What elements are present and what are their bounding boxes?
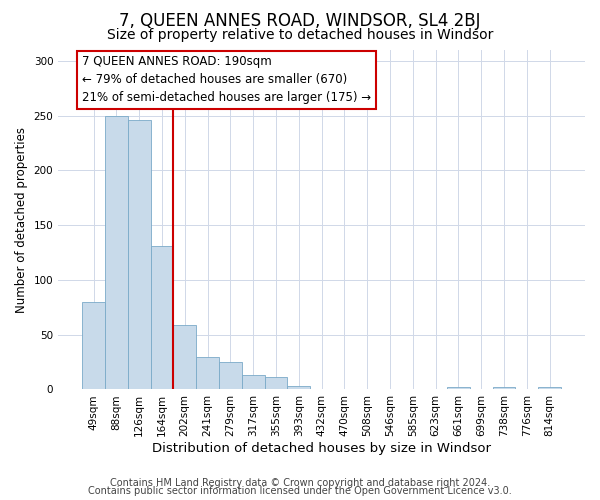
Text: Size of property relative to detached houses in Windsor: Size of property relative to detached ho… — [107, 28, 493, 42]
Bar — [242, 375, 265, 390]
Bar — [219, 362, 242, 390]
Bar — [493, 388, 515, 390]
Bar — [265, 378, 287, 390]
Bar — [105, 116, 128, 390]
Bar — [173, 325, 196, 390]
Bar — [287, 386, 310, 390]
Bar — [151, 246, 173, 390]
Text: 7 QUEEN ANNES ROAD: 190sqm
← 79% of detached houses are smaller (670)
21% of sem: 7 QUEEN ANNES ROAD: 190sqm ← 79% of deta… — [82, 56, 371, 104]
Y-axis label: Number of detached properties: Number of detached properties — [15, 126, 28, 312]
Bar — [128, 120, 151, 390]
Bar — [447, 388, 470, 390]
Text: 7, QUEEN ANNES ROAD, WINDSOR, SL4 2BJ: 7, QUEEN ANNES ROAD, WINDSOR, SL4 2BJ — [119, 12, 481, 30]
Bar — [538, 388, 561, 390]
Text: Contains public sector information licensed under the Open Government Licence v3: Contains public sector information licen… — [88, 486, 512, 496]
Text: Contains HM Land Registry data © Crown copyright and database right 2024.: Contains HM Land Registry data © Crown c… — [110, 478, 490, 488]
Bar — [196, 356, 219, 390]
Bar — [82, 302, 105, 390]
X-axis label: Distribution of detached houses by size in Windsor: Distribution of detached houses by size … — [152, 442, 491, 455]
